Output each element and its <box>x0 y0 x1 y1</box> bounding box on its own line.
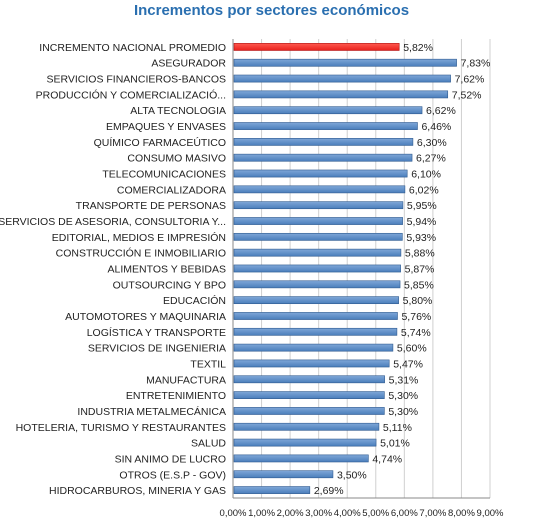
value-label: 6,02% <box>409 184 439 196</box>
x-tick-label: 9,00% <box>477 508 504 519</box>
x-tick-label: 5,00% <box>362 508 389 519</box>
category-label: PRODUCCIÓN Y COMERCIALIZACIÓ... <box>36 88 226 101</box>
category-label: ALIMENTOS Y BEBIDAS <box>108 264 226 276</box>
bar <box>233 90 449 99</box>
bar <box>233 407 385 415</box>
value-label: 5,76% <box>401 311 431 323</box>
bar <box>233 248 402 257</box>
bar <box>233 343 394 352</box>
bar <box>233 264 401 273</box>
x-tick-label: 0,00% <box>220 508 247 519</box>
category-label: MANUFACTURA <box>146 374 226 386</box>
bar <box>233 74 451 83</box>
category-label: OUTSOURCING Y BPO <box>113 279 226 291</box>
value-label: 2,69% <box>314 485 344 497</box>
bar <box>233 185 406 194</box>
category-label: ASEGURADOR <box>151 58 226 70</box>
category-label: COMERCIALIZADORA <box>117 184 226 196</box>
value-label: 6,27% <box>416 153 446 165</box>
category-label: CONSUMO MASIVO <box>127 153 226 165</box>
x-tick-label: 8,00% <box>448 508 475 519</box>
value-label: 6,62% <box>426 105 456 117</box>
value-label: 5,01% <box>380 438 410 450</box>
value-label: 3,50% <box>337 469 367 481</box>
value-label: 5,93% <box>406 232 436 244</box>
category-label: EDUCACIÓN <box>163 294 226 307</box>
value-label: 7,83% <box>461 58 491 70</box>
x-tick-label: 2,00% <box>277 508 304 519</box>
category-label: TELECOMUNICACIONES <box>102 169 226 181</box>
bar <box>233 217 403 225</box>
bar <box>233 486 311 494</box>
category-label: SERVICIOS FINANCIEROS-BANCOS <box>46 74 226 86</box>
category-label: AUTOMOTORES Y MAQUINARIA <box>65 311 226 323</box>
bar <box>233 296 399 305</box>
value-label: 7,62% <box>455 74 485 86</box>
bar <box>233 201 404 210</box>
bar <box>233 391 385 399</box>
value-label: 5,31% <box>389 374 419 386</box>
bar <box>233 138 414 146</box>
bar <box>233 106 423 115</box>
category-label: TEXTIL <box>190 358 226 370</box>
bar <box>233 327 398 336</box>
x-tick-label: 4,00% <box>334 508 361 519</box>
value-label: 5,95% <box>407 200 437 212</box>
value-label: 5,30% <box>388 390 418 402</box>
category-label: ENTRETENIMIENTO <box>126 390 226 402</box>
category-label: ALTA TECNOLOGIA <box>130 105 226 117</box>
value-label: 5,30% <box>388 406 418 418</box>
bar <box>233 122 418 130</box>
category-label: QUÍMICO FARMACEÚTICO <box>94 136 226 149</box>
value-label: 6,46% <box>421 121 451 133</box>
bar <box>233 454 369 463</box>
value-label: 5,47% <box>393 358 423 370</box>
bar <box>233 359 390 368</box>
category-label: SIN ANIMO DE LUCRO <box>115 453 226 465</box>
value-label: 5,80% <box>403 295 433 307</box>
x-tick-label: 1,00% <box>248 508 275 519</box>
bar <box>233 232 403 241</box>
category-label: SALUD <box>191 438 226 450</box>
bar <box>233 58 457 67</box>
chart-title: Incrementos por sectores económicos <box>133 2 410 19</box>
category-label: TRANSPORTE DE PERSONAS <box>76 200 226 212</box>
value-label: 5,74% <box>401 327 431 339</box>
category-label: SERVICIOS DE INGENIERIA <box>88 343 226 355</box>
value-label: 6,10% <box>411 169 441 181</box>
x-tick-label: 6,00% <box>391 508 418 519</box>
value-label: 6,30% <box>417 137 447 149</box>
category-label: CONSTRUCCIÓN E INMOBILIARIO <box>56 247 226 260</box>
category-label: EDITORIAL, MEDIOS E IMPRESIÓN <box>52 231 226 244</box>
value-label: 5,94% <box>407 216 437 228</box>
category-label: LOGÍSTICA Y TRANSPORTE <box>87 326 226 339</box>
category-label: EMPAQUES Y ENVASES <box>106 121 226 133</box>
value-label: 5,82% <box>403 42 433 54</box>
category-label: INDUSTRIA METALMECÁNICA <box>77 405 226 418</box>
value-label: 5,11% <box>383 422 412 434</box>
value-label: 4,74% <box>372 453 402 465</box>
value-label: 5,60% <box>397 343 427 355</box>
x-tick-label: 3,00% <box>305 508 332 519</box>
bar <box>233 375 385 384</box>
bar <box>233 153 413 162</box>
value-label: 5,85% <box>404 279 434 291</box>
category-label: INCREMENTO NACIONAL PROMEDIO <box>39 42 226 54</box>
bar <box>233 422 380 431</box>
x-tick-label: 7,00% <box>419 508 446 519</box>
bar <box>233 169 408 178</box>
value-label: 5,87% <box>405 264 435 276</box>
bar <box>233 438 377 447</box>
bar <box>233 312 398 320</box>
category-label: HIDROCARBUROS, MINERIA Y GAS <box>49 485 226 497</box>
category-label: HOTELERIA, TURISMO Y RESTAURANTES <box>16 422 226 434</box>
value-label: 7,52% <box>452 89 482 101</box>
category-label: OTROS (E.S.P - GOV) <box>119 469 226 481</box>
bar-highlight <box>233 43 400 51</box>
value-label: 5,88% <box>405 248 435 260</box>
bar <box>233 470 334 479</box>
category-label: SERVICIOS DE ASESORIA, CONSULTORIA Y... <box>0 216 226 228</box>
bar <box>233 280 401 289</box>
